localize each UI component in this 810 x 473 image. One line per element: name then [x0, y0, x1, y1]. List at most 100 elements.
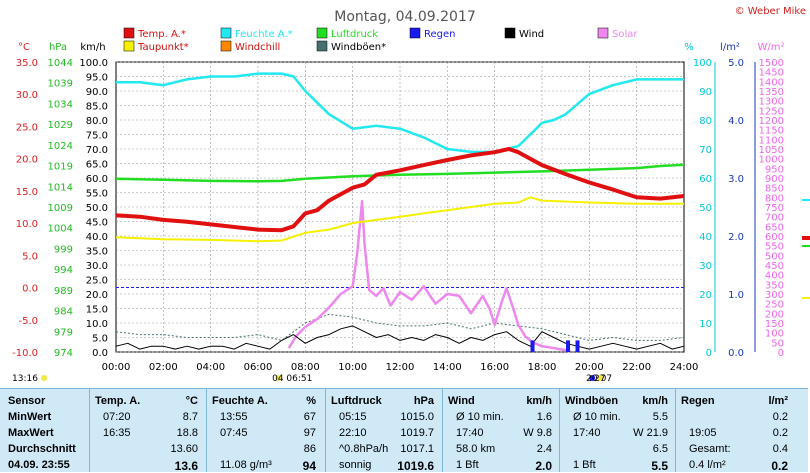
- y-tick-label: 95.0: [86, 73, 108, 84]
- series-line: [115, 313, 685, 341]
- cell-note: 58.0 km: [456, 443, 496, 455]
- y-tick-label: 1300: [759, 97, 784, 108]
- y-tick-label: 1009: [48, 203, 73, 214]
- y-tick-label: 50.0: [86, 203, 108, 214]
- grid: [116, 61, 684, 353]
- watermark: © Weber Mike: [735, 6, 806, 17]
- legend-label: Luftdruck: [331, 29, 378, 40]
- y-tick-label: 1019: [48, 162, 73, 173]
- legend-label: Temp. A.*: [137, 29, 186, 40]
- y-axes: 35.0 30.0 25.0 20.0 15.0 10.0 5.0 0.0 -5.0 -10.0 1…: [12, 58, 784, 359]
- legend-swatch: [220, 27, 232, 39]
- y-tick-label: 100: [765, 329, 784, 340]
- col-header: Feuchte A.: [212, 395, 268, 407]
- x-tick-label: 14:00: [433, 362, 462, 373]
- cell-value: 5.5: [652, 411, 668, 423]
- y-tick-label: 800: [765, 193, 784, 204]
- marker-dot: [41, 375, 47, 381]
- y-tick-label: 2.0: [728, 232, 744, 243]
- cell-note: 1 Bft: [573, 459, 596, 471]
- cell-note: ^0.8hPa/h: [339, 443, 389, 455]
- y-tick-label: 850: [765, 184, 784, 195]
- axis-unit: hPa: [49, 42, 67, 53]
- cell-value: W 9.8: [523, 427, 552, 439]
- cell-note: 0.4 l/m²: [689, 459, 726, 471]
- cell-note: 19:05: [689, 427, 717, 439]
- marker-dot: [589, 375, 596, 381]
- y-tick-label: 4.0: [728, 116, 744, 127]
- x-tick-label: 12:00: [386, 362, 415, 373]
- col-header: Windböen: [565, 395, 619, 407]
- axis-units: °C hPa km/h% l/m² W/m²: [18, 42, 785, 53]
- y-tick-label: 1024: [48, 141, 73, 152]
- y-tick-label: 85.0: [86, 102, 108, 113]
- y-tick-label: 400: [765, 271, 784, 282]
- x-tick-label: 10:00: [338, 362, 367, 373]
- y-tick-label: 1500: [759, 58, 784, 69]
- x-tick-label: 18:00: [528, 362, 557, 373]
- cell-value: 67: [303, 411, 316, 423]
- legend-label: Windchill: [235, 42, 280, 53]
- y-tick-label: 60: [699, 174, 712, 185]
- cell-note: 13:55: [220, 411, 248, 423]
- y-tick-label: 0: [706, 348, 712, 359]
- y-tick-label: 250: [765, 300, 784, 311]
- cell-note: Ø 10 min.: [456, 411, 504, 423]
- rain-bar: [566, 340, 571, 352]
- y-tick-label: 0.0: [22, 284, 38, 295]
- cell-value: W 21.9: [633, 427, 668, 439]
- legend-swatch: [220, 40, 232, 52]
- x-tick-label: 24:00: [670, 362, 699, 373]
- y-tick-label: 900: [765, 174, 784, 185]
- x-tick-label: 22:00: [622, 362, 651, 373]
- y-tick-label: 1000: [759, 155, 784, 166]
- legend-label: Wind: [519, 29, 544, 40]
- marker-dot: [275, 375, 282, 381]
- y-tick-label: 55.0: [86, 189, 108, 200]
- x-axis: 00:00 02:00 04:00 06:00 08:00 10:00 12:00 14:00…: [102, 362, 699, 373]
- y-tick-label: 1004: [48, 224, 73, 235]
- cell-value: 1019.6: [397, 459, 434, 473]
- series-line: [115, 147, 685, 233]
- y-tick-label: 1050: [759, 145, 784, 156]
- series-line: [115, 196, 684, 243]
- cell-note: Gesamt:: [689, 443, 731, 455]
- col-header: Regen: [681, 395, 715, 407]
- legend-swatch: [316, 40, 328, 52]
- y-tick-label: 300: [765, 290, 784, 301]
- y-tick-label: 950: [765, 164, 784, 175]
- y-tick-label: 0.0: [728, 348, 744, 359]
- y-tick-label: 1150: [759, 126, 784, 137]
- x-tick-label: 06:00: [244, 362, 273, 373]
- legend: Temp. A.* Feuchte A.* Luftdruck Regen Wind So…: [123, 27, 638, 53]
- y-tick-label: 75.0: [86, 131, 108, 142]
- y-tick-label: 1200: [759, 116, 784, 127]
- x-tick-label: 08:00: [291, 362, 320, 373]
- y-tick-label: 1029: [48, 120, 73, 131]
- y-tick-label: 750: [765, 203, 784, 214]
- weather-chart: Montag, 04.09.2017 © Weber Mike Temp. A.…: [12, 6, 810, 384]
- cell-note: 05:15: [339, 411, 367, 423]
- y-tick-label: 1039: [48, 79, 73, 90]
- cell-value: 8.7: [182, 411, 198, 423]
- legend-swatch: [316, 27, 328, 39]
- cell-value: 6.5: [652, 443, 668, 455]
- row-label: MaxWert: [8, 427, 54, 439]
- y-tick-label: 350: [765, 280, 784, 291]
- y-tick-label: 70: [699, 145, 712, 156]
- y-tick-label: 50: [699, 203, 712, 214]
- col-unit: hPa: [413, 395, 434, 407]
- x-tick-label: 00:00: [102, 362, 131, 373]
- y-tick-label: 90.0: [86, 87, 108, 98]
- y-tick-label: 600: [765, 232, 784, 243]
- cell-note: 07:20: [103, 411, 131, 423]
- y-tick-label: 30: [699, 261, 712, 272]
- y-tick-label: 1250: [759, 106, 784, 117]
- axis-unit: °C: [18, 42, 30, 53]
- col-unit: l/m²: [768, 395, 788, 407]
- y-tick-label: 5.0: [22, 251, 38, 262]
- cell-value: 13.6: [174, 459, 198, 473]
- legend-swatch: [409, 27, 421, 39]
- cell-note: 17:40: [456, 427, 484, 439]
- row-label: 04.09. 23:55: [8, 459, 70, 471]
